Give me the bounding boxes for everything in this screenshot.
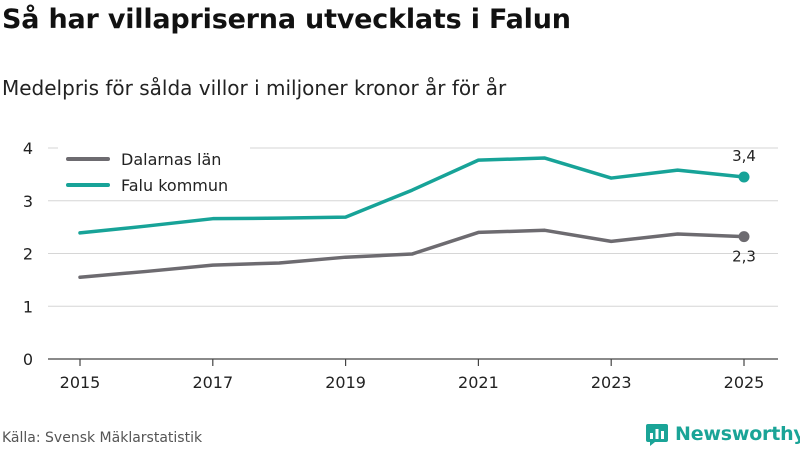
end-point-dalarnas-län bbox=[738, 231, 750, 243]
x-tick-label: 2015 bbox=[60, 373, 101, 392]
end-value-label: 3,4 bbox=[732, 147, 756, 165]
legend-label: Falu kommun bbox=[121, 176, 228, 195]
y-tick-label: 4 bbox=[23, 139, 33, 158]
brand-name: Newsworthy bbox=[675, 423, 800, 445]
series-lines bbox=[78, 156, 750, 279]
chart-title: Så har villapriserna utvecklats i Falun bbox=[2, 4, 571, 35]
x-tick-label: 2019 bbox=[325, 373, 366, 392]
y-tick-label: 2 bbox=[23, 245, 33, 264]
legend: Dalarnas län Falu kommun bbox=[58, 146, 250, 196]
x-tick-label: 2023 bbox=[591, 373, 632, 392]
brand-logo: Newsworthy bbox=[645, 420, 800, 448]
newsworthy-logo-icon bbox=[646, 424, 668, 446]
series-line-falu-kommun bbox=[78, 156, 746, 235]
legend-background bbox=[58, 146, 250, 196]
y-tick-label: 0 bbox=[23, 350, 33, 369]
series-line-dalarnas-län bbox=[78, 228, 746, 279]
axes: 0 1 2 3 4 2015 2017 2019 2021 2023 2025 bbox=[23, 139, 778, 392]
y-tick-label: 1 bbox=[23, 297, 33, 316]
chart-subtitle: Medelpris för sålda villor i miljoner kr… bbox=[2, 76, 507, 100]
end-value-label: 2,3 bbox=[732, 248, 756, 266]
legend-label: Dalarnas län bbox=[121, 150, 221, 169]
source-note: Källa: Svensk Mäklarstatistik bbox=[2, 430, 203, 446]
x-tick-label: 2021 bbox=[458, 373, 499, 392]
x-tick-label: 2017 bbox=[192, 373, 233, 392]
end-point-falu-kommun bbox=[738, 171, 750, 183]
x-tick-label: 2025 bbox=[724, 373, 765, 392]
data-labels: 2,3 3,4 bbox=[732, 147, 756, 266]
y-tick-label: 3 bbox=[23, 192, 33, 211]
